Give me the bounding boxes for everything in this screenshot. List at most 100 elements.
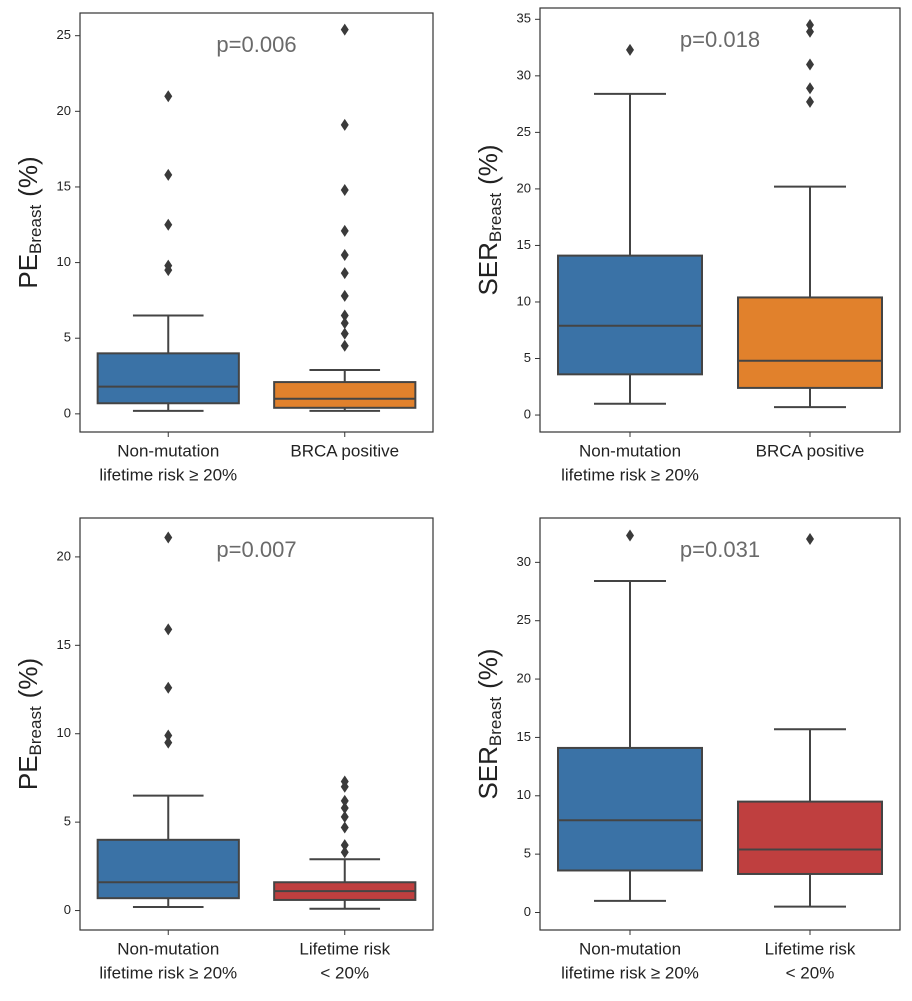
outlier bbox=[806, 533, 814, 546]
y-tick-label: 25 bbox=[517, 124, 531, 139]
axes-frame bbox=[539, 7, 901, 433]
outlier bbox=[806, 82, 814, 95]
outlier bbox=[340, 339, 349, 352]
annotation: p=0.007 bbox=[216, 537, 296, 562]
box bbox=[96, 838, 240, 900]
outlier bbox=[340, 309, 349, 322]
box bbox=[557, 254, 703, 376]
annotation: p=0.006 bbox=[216, 32, 296, 57]
outlier bbox=[340, 267, 349, 280]
axes-frame bbox=[79, 517, 434, 931]
x-tick-label: Non-mutation bbox=[579, 939, 681, 958]
outlier bbox=[340, 224, 349, 237]
annotation: p=0.018 bbox=[680, 27, 760, 52]
y-tick-label: 20 bbox=[517, 180, 531, 195]
outlier bbox=[164, 623, 173, 636]
y-tick-label: 15 bbox=[57, 178, 71, 193]
outlier bbox=[806, 25, 814, 38]
x-tick-label: Lifetime risk bbox=[299, 939, 390, 958]
y-tick-label: 0 bbox=[524, 406, 531, 421]
y-tick-label: 30 bbox=[517, 554, 531, 569]
outlier bbox=[164, 218, 173, 231]
y-tick-label: 25 bbox=[517, 612, 531, 627]
y-axis-label: SERBreast (%) bbox=[473, 648, 506, 799]
outlier bbox=[340, 183, 349, 196]
y-tick-label: 30 bbox=[517, 67, 531, 82]
outlier bbox=[340, 317, 349, 330]
y-tick-label: 15 bbox=[57, 637, 71, 652]
outlier bbox=[626, 43, 634, 56]
x-tick-label: BRCA positive bbox=[290, 441, 399, 460]
outlier bbox=[164, 681, 173, 694]
x-tick-label: Lifetime risk bbox=[765, 939, 856, 958]
annotation: p=0.031 bbox=[680, 537, 760, 562]
y-label-sub: Breast bbox=[486, 697, 505, 746]
y-tick-label: 5 bbox=[524, 350, 531, 365]
outlier bbox=[806, 95, 814, 108]
x-tick-label: Non-mutation bbox=[117, 939, 219, 958]
x-tick-label: < 20% bbox=[320, 963, 369, 982]
y-label-main: PE bbox=[13, 755, 43, 790]
outlier bbox=[806, 18, 814, 31]
y-tick-label: 10 bbox=[517, 293, 531, 308]
y-axis-label: PEBreast (%) bbox=[13, 156, 46, 288]
outlier bbox=[340, 839, 349, 852]
y-label-sub: Breast bbox=[26, 706, 45, 755]
axes-frame bbox=[79, 12, 434, 433]
outlier bbox=[806, 58, 814, 71]
y-tick-label: 10 bbox=[517, 787, 531, 802]
outlier bbox=[340, 801, 349, 814]
y-label-sub: Breast bbox=[486, 193, 505, 242]
box bbox=[96, 352, 240, 405]
outlier bbox=[340, 23, 349, 36]
y-label-main: PE bbox=[13, 254, 43, 289]
y-tick-label: 0 bbox=[64, 405, 71, 420]
outlier bbox=[340, 118, 349, 131]
y-tick-label: 35 bbox=[517, 11, 531, 26]
outlier bbox=[340, 794, 349, 807]
y-label-unit: (%) bbox=[473, 648, 503, 688]
y-tick-label: 10 bbox=[57, 725, 71, 740]
outlier bbox=[164, 729, 173, 742]
box bbox=[557, 746, 703, 872]
outlier bbox=[164, 531, 173, 544]
x-tick-label: lifetime risk ≥ 20% bbox=[99, 465, 237, 484]
outlier bbox=[340, 846, 349, 859]
outlier bbox=[164, 736, 173, 749]
box bbox=[737, 296, 883, 389]
y-tick-label: 0 bbox=[524, 904, 531, 919]
y-label-main: SER bbox=[473, 242, 503, 295]
y-tick-label: 15 bbox=[517, 237, 531, 252]
y-label-unit: (%) bbox=[13, 658, 43, 698]
x-tick-label: lifetime risk ≥ 20% bbox=[561, 963, 699, 982]
y-label-unit: (%) bbox=[473, 144, 503, 184]
x-tick-label: lifetime risk ≥ 20% bbox=[99, 963, 237, 982]
x-tick-label: < 20% bbox=[786, 963, 835, 982]
outlier bbox=[340, 821, 349, 834]
y-tick-label: 10 bbox=[57, 254, 71, 269]
outlier bbox=[164, 168, 173, 181]
y-tick-label: 20 bbox=[517, 671, 531, 686]
outlier bbox=[340, 249, 349, 262]
box bbox=[273, 381, 417, 409]
y-axis-label: PEBreast (%) bbox=[13, 658, 46, 790]
x-tick-label: Non-mutation bbox=[579, 441, 681, 460]
y-label-unit: (%) bbox=[13, 156, 43, 196]
y-tick-label: 15 bbox=[517, 729, 531, 744]
x-tick-label: Non-mutation bbox=[117, 441, 219, 460]
y-tick-label: 5 bbox=[524, 846, 531, 861]
y-tick-label: 20 bbox=[57, 548, 71, 563]
x-tick-label: BRCA positive bbox=[756, 441, 865, 460]
box bbox=[737, 800, 883, 875]
outlier bbox=[340, 327, 349, 340]
outlier bbox=[340, 289, 349, 302]
y-tick-label: 20 bbox=[57, 103, 71, 118]
axes-frame bbox=[539, 517, 901, 931]
outlier bbox=[340, 775, 349, 788]
y-tick-label: 5 bbox=[64, 814, 71, 829]
outlier bbox=[164, 90, 173, 103]
y-axis-label: SERBreast (%) bbox=[473, 144, 506, 295]
y-label-sub: Breast bbox=[26, 205, 45, 254]
y-tick-label: 25 bbox=[57, 27, 71, 42]
